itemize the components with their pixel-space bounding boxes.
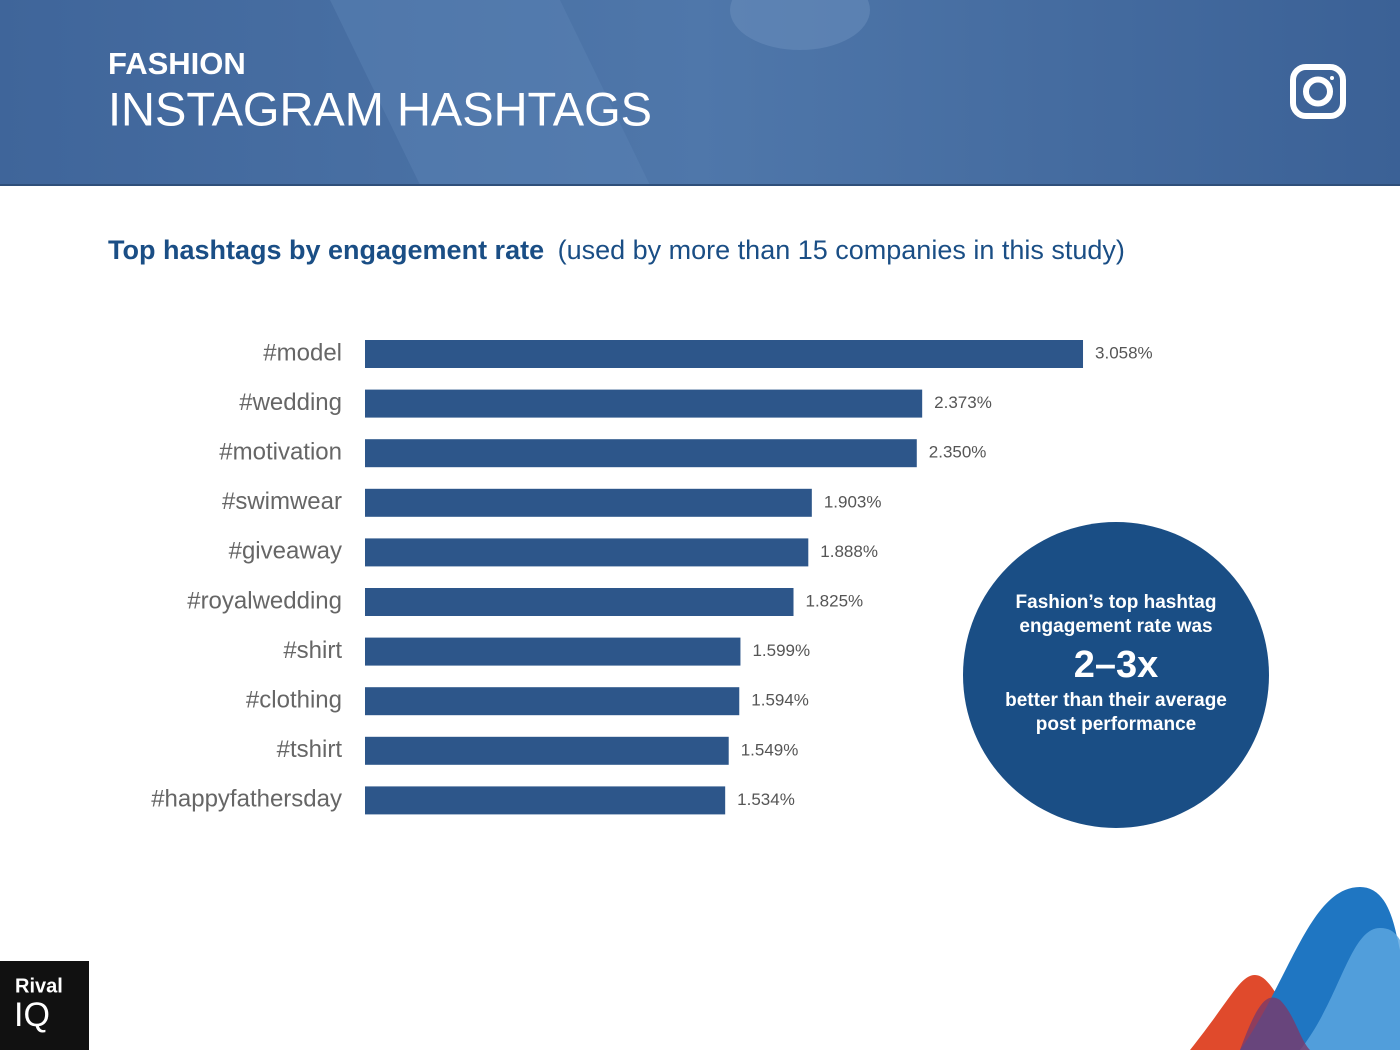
bar	[365, 340, 1084, 368]
value-label: 1.888%	[820, 542, 878, 561]
value-label: 2.350%	[929, 443, 987, 462]
category-label: #happyfathersday	[151, 786, 342, 813]
category-label: #model	[263, 339, 342, 366]
category-label: #motivation	[219, 439, 342, 466]
logo-text: Rival	[15, 975, 63, 997]
bar	[365, 637, 741, 666]
callout-text: Fashion’s top hashtag	[1016, 592, 1217, 613]
callout-text: better than their average	[1005, 690, 1227, 711]
header-texture	[330, 0, 650, 185]
value-label: 1.825%	[806, 591, 864, 610]
callout-circle	[963, 522, 1269, 828]
value-label: 1.599%	[752, 641, 810, 660]
bar	[365, 488, 812, 517]
category-label: #giveaway	[229, 538, 342, 565]
bar	[365, 538, 809, 567]
callout-highlight: 2–3x	[1074, 644, 1159, 686]
chart-subtitle: (used by more than 15 companies in this …	[558, 235, 1125, 265]
logo-box	[0, 961, 89, 1050]
header-texture	[730, 0, 870, 50]
value-label: 3.058%	[1095, 343, 1153, 362]
bar	[365, 687, 740, 716]
value-label: 1.534%	[737, 790, 795, 809]
bar	[365, 588, 794, 616]
chart-title: Top hashtags by engagement rate	[108, 235, 544, 265]
header-title: INSTAGRAM HASHTAGS	[108, 82, 652, 135]
bar	[365, 439, 917, 468]
chart-heading: Top hashtags by engagement rate (used by…	[108, 235, 1125, 265]
header-kicker: FASHION	[108, 46, 246, 81]
bar	[365, 736, 729, 765]
header-band	[0, 0, 1400, 185]
category-label: #swimwear	[222, 488, 342, 515]
bar	[365, 786, 726, 815]
value-label: 1.903%	[824, 492, 882, 511]
instagram-icon	[1290, 64, 1346, 119]
category-label: #clothing	[246, 687, 342, 714]
category-label: #wedding	[239, 389, 342, 416]
bar-chart: #model 3.058% #wedding 2.373% #motivation 2.3…	[151, 339, 1153, 815]
logo-text: IQ	[14, 996, 50, 1034]
decor-mountains	[1190, 887, 1400, 1050]
bar	[365, 389, 923, 418]
callout-text: engagement rate was	[1019, 616, 1212, 637]
callout-text: post performance	[1036, 714, 1196, 735]
category-label: #royalwedding	[187, 587, 342, 614]
callout: Fashion’s top hashtag engagement rate was…	[1005, 592, 1227, 735]
category-label: #shirt	[283, 637, 342, 664]
value-label: 2.373%	[934, 393, 992, 412]
category-label: #tshirt	[277, 736, 343, 763]
value-label: 1.594%	[751, 691, 809, 710]
value-label: 1.549%	[741, 740, 799, 759]
